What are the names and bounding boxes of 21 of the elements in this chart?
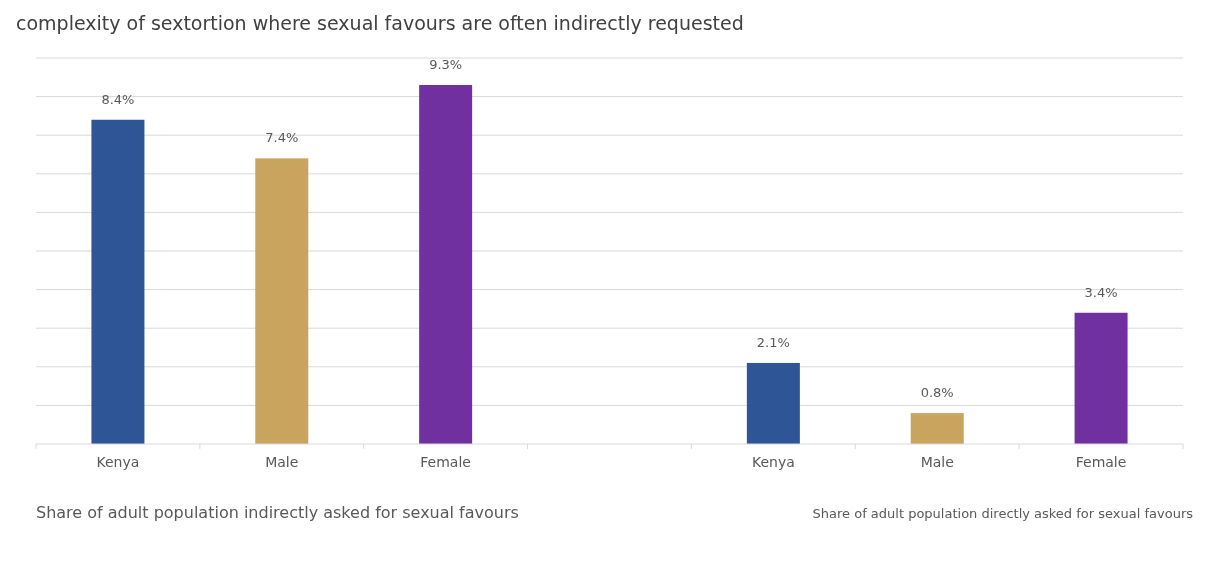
data-label: 7.4% xyxy=(265,130,299,146)
bar xyxy=(746,362,800,444)
x-tick-label: Kenya xyxy=(96,454,140,470)
x-tick-label: Male xyxy=(265,454,299,470)
text: Share of adult population indirectly asked for sexual favours xyxy=(36,503,519,522)
data-label: 8.4% xyxy=(101,91,135,107)
bar xyxy=(419,85,473,444)
data-label: 9.3% xyxy=(429,57,463,73)
bar xyxy=(91,119,145,444)
bar xyxy=(1074,312,1128,444)
text: Share of adult population directly asked for sexual favours xyxy=(812,506,1194,521)
bar xyxy=(255,158,309,444)
data-label: 2.1% xyxy=(756,334,790,350)
x-tick-label: Female xyxy=(1075,454,1127,470)
data-label: 0.8% xyxy=(920,385,954,401)
x-tick-label: Male xyxy=(920,454,954,470)
chart-title: complexity of sextortion where sexual favours are often indirectly requested xyxy=(16,12,744,34)
x-tick-label: Female xyxy=(420,454,471,470)
data-label: 3.4% xyxy=(1084,284,1118,300)
bar xyxy=(910,413,964,444)
x-tick-label: Kenya xyxy=(751,454,795,470)
